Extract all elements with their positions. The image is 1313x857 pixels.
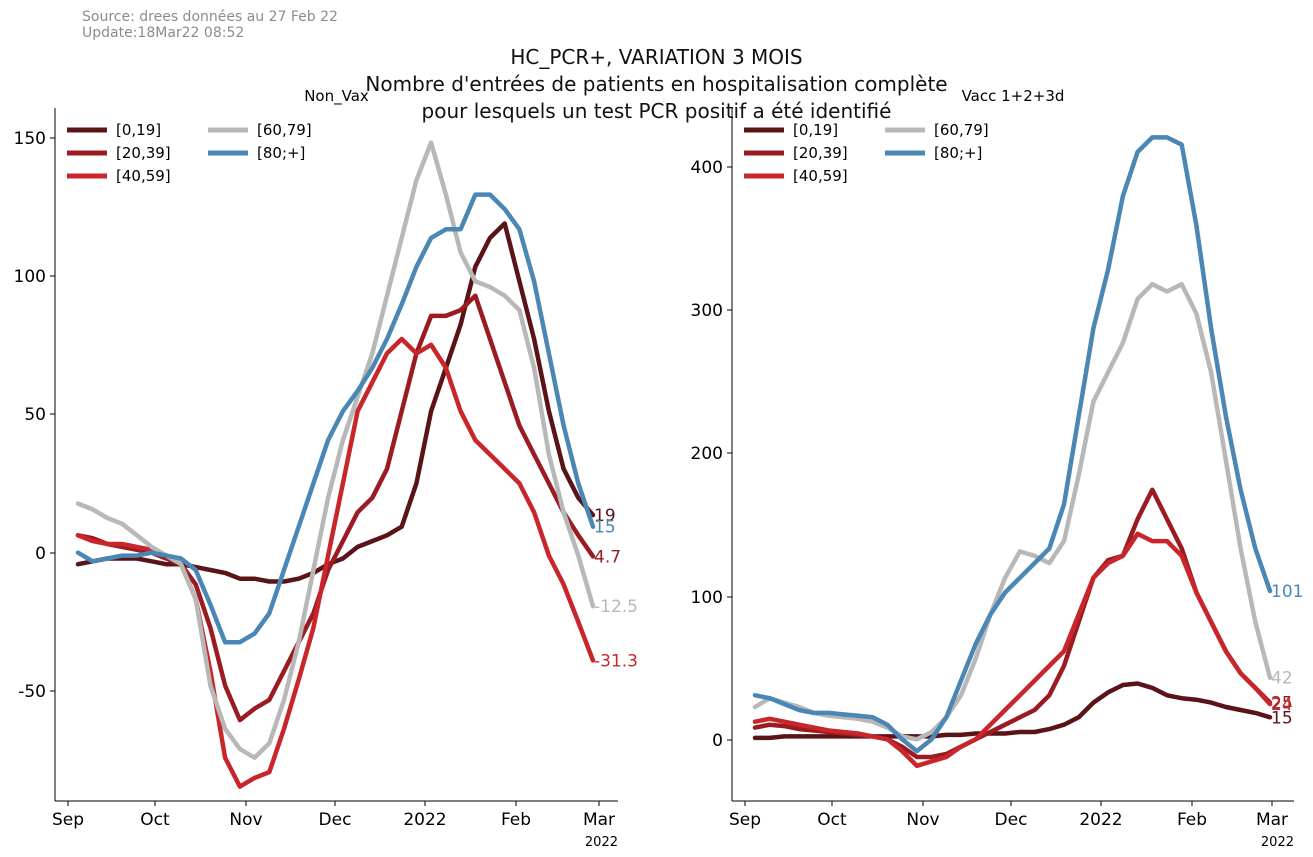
x-tick-label: Nov: [229, 810, 262, 830]
x-axis-offset-label: 2022: [1261, 835, 1294, 850]
legend-label: [40,59]: [793, 167, 848, 185]
x-tick-label: Sep: [52, 810, 84, 830]
x-tick-label: Feb: [501, 810, 531, 830]
legend-label: [80;+]: [257, 144, 305, 162]
legend-label: [0,19]: [793, 121, 838, 139]
end-value-label: -12.5: [594, 597, 638, 617]
series-line-5: [75, 192, 596, 645]
x-tick-label: Dec: [319, 810, 352, 830]
chart-panel-1: 150 100 50 0 -50 Sep Oct Nov Dec 2022 Feb Mar 2022 No…: [14, 87, 638, 850]
y-tick-label: 100: [691, 588, 723, 608]
y-tick-label: 0: [712, 731, 723, 751]
series-line-4: [75, 140, 596, 760]
end-value-label: 24: [1271, 695, 1293, 715]
end-value-label: 42: [1271, 669, 1293, 689]
x-tick-label: Oct: [140, 810, 170, 830]
y-tick-label: 300: [691, 301, 723, 321]
legend-label: [60,79]: [257, 121, 312, 139]
panel-title: Non_Vax: [304, 87, 369, 106]
y-tick-label: 0: [35, 544, 46, 564]
end-value-label: 25: [1271, 694, 1293, 714]
legend-label: [0,19]: [116, 121, 161, 139]
series-line-1: [75, 221, 596, 584]
chart-suptitle-line-3: pour lesquels un test PCR positif a été …: [421, 99, 892, 123]
x-tick-label: Mar: [583, 810, 615, 830]
series-line-1: [752, 681, 1273, 741]
x-tick-label: Mar: [1256, 810, 1288, 830]
end-value-label: -31.3: [594, 651, 638, 671]
chart-suptitle-line-1: HC_PCR+, VARIATION 3 MOIS: [510, 45, 803, 69]
chart-suptitle-line-2: Nombre d'entrées de patients en hospital…: [365, 72, 948, 96]
series-line-4: [752, 281, 1273, 742]
end-value-label: 4.7: [594, 547, 621, 567]
source-text: Source: drees données au 27 Feb 22: [82, 9, 338, 25]
end-value-label: 101: [1271, 582, 1303, 602]
legend-label: [20,39]: [116, 144, 171, 162]
y-tick-label: -50: [18, 682, 46, 702]
chart-panel-2: 400 300 200 100 0 Sep Oct Nov Dec 2022 Feb Mar 2022 V…: [691, 87, 1304, 850]
end-value-label: 15: [1271, 708, 1293, 728]
y-tick-label: 100: [14, 267, 46, 287]
legend-label: [60,79]: [934, 121, 989, 139]
end-value-label: 15: [594, 518, 616, 538]
series-line-3: [752, 531, 1273, 769]
y-tick-label: 50: [24, 405, 46, 425]
x-tick-label: Oct: [817, 810, 847, 830]
y-tick-label: 150: [14, 129, 46, 149]
y-tick-label: 400: [691, 158, 723, 178]
x-axis-offset-label: 2022: [585, 835, 618, 850]
series-line-2: [75, 293, 596, 723]
x-tick-label: 2022: [1079, 810, 1122, 830]
x-tick-label: Dec: [995, 810, 1028, 830]
x-tick-label: Sep: [729, 810, 761, 830]
update-text: Update:18Mar22 08:52: [82, 25, 245, 41]
legend-label: [20,39]: [793, 144, 848, 162]
x-tick-label: 2022: [403, 810, 446, 830]
x-tick-label: Feb: [1177, 810, 1207, 830]
legend-label: [40,59]: [116, 167, 171, 185]
y-tick-label: 200: [691, 444, 723, 464]
series-line-5: [752, 135, 1273, 754]
x-tick-label: Nov: [906, 810, 939, 830]
legend-label: [80;+]: [934, 144, 982, 162]
panel-title: Vacc 1+2+3d: [962, 87, 1065, 105]
end-value-label: 19: [594, 506, 616, 526]
